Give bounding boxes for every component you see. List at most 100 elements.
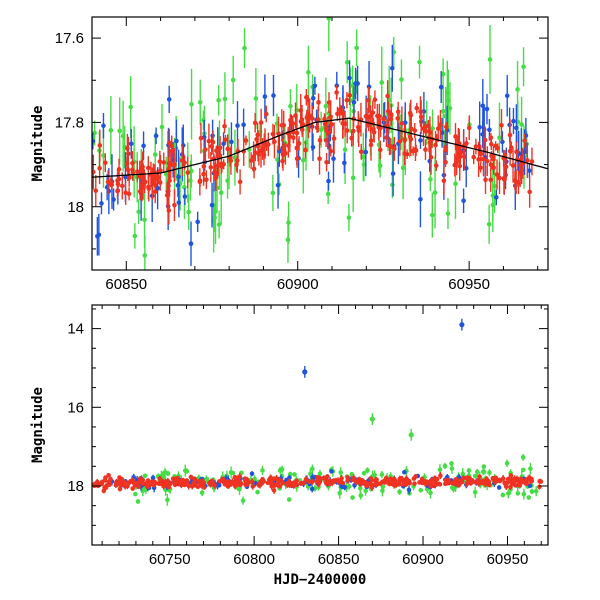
data-point [115, 181, 121, 187]
data-point [471, 154, 477, 160]
data-point [504, 461, 510, 466]
data-point [488, 162, 494, 168]
data-point [185, 170, 191, 175]
data-point [130, 486, 136, 491]
data-point [461, 198, 466, 204]
data-point [263, 111, 269, 117]
data-point [124, 161, 130, 166]
data-point [193, 477, 198, 482]
data-point [483, 177, 488, 183]
series-red [92, 472, 544, 494]
data-point [146, 186, 152, 191]
data-point [235, 123, 240, 128]
data-point [128, 141, 134, 147]
data-point [103, 475, 108, 481]
data-point [418, 196, 423, 202]
data-point [487, 57, 493, 62]
data-point [363, 149, 369, 155]
data-point [372, 97, 378, 102]
data-point [169, 148, 174, 154]
data-point [296, 141, 302, 146]
data-point [234, 162, 239, 168]
data-point [317, 471, 323, 477]
data-point [354, 479, 359, 485]
data-point [166, 160, 172, 166]
data-point [477, 474, 482, 479]
data-point [453, 181, 458, 187]
plot-area [92, 318, 544, 506]
data-point [323, 138, 329, 143]
plot-area [92, 17, 548, 270]
x-axis-label: HJD−2400000 [274, 572, 367, 588]
data-point [390, 182, 395, 188]
data-point [517, 483, 523, 488]
data-point [529, 478, 535, 484]
data-point [334, 90, 339, 95]
data-point [404, 477, 410, 482]
y-tick-label: 17.6 [55, 30, 84, 47]
data-point [213, 175, 219, 181]
data-point [506, 491, 511, 496]
data-point [224, 481, 230, 486]
data-point [222, 96, 228, 102]
data-point [266, 142, 271, 147]
data-point [400, 165, 406, 171]
data-point [223, 137, 228, 143]
data-point [490, 202, 496, 208]
data-point [144, 482, 150, 487]
data-point [132, 233, 138, 239]
data-point [413, 474, 419, 479]
data-point [200, 478, 205, 484]
data-point [317, 478, 323, 484]
data-point [324, 159, 329, 165]
y-axis-label: Magnitude [30, 106, 46, 182]
data-point [529, 159, 535, 164]
data-point [463, 165, 469, 171]
data-point [433, 476, 438, 482]
data-point [347, 93, 352, 98]
data-point [294, 130, 300, 136]
data-point [394, 482, 399, 487]
data-point [438, 122, 443, 128]
data-point [484, 158, 490, 164]
data-point [494, 195, 499, 200]
data-point [188, 241, 194, 246]
data-point [389, 65, 395, 71]
data-point [331, 479, 337, 484]
data-point [308, 471, 313, 477]
data-point [361, 480, 367, 486]
data-point [335, 111, 340, 117]
data-point [201, 485, 207, 490]
data-point [228, 470, 234, 475]
x-tick-label: 60900 [277, 276, 319, 293]
data-point [222, 123, 227, 129]
data-point [494, 172, 500, 177]
data-point [133, 491, 138, 497]
data-point [277, 478, 282, 483]
data-point [329, 121, 334, 127]
data-point [92, 138, 96, 144]
data-point [152, 480, 158, 486]
data-point [175, 183, 181, 188]
data-point [165, 497, 170, 503]
data-point [203, 147, 208, 152]
data-point [123, 174, 128, 180]
data-point [303, 147, 308, 153]
data-point [135, 499, 141, 504]
data-point [136, 481, 141, 486]
data-point [102, 160, 108, 166]
data-point [344, 97, 350, 103]
data-point [446, 98, 451, 104]
data-point [106, 473, 111, 478]
data-point [345, 474, 350, 480]
data-point [329, 469, 334, 474]
data-point [217, 145, 223, 151]
data-point [385, 93, 390, 99]
data-point [277, 468, 283, 473]
data-point [150, 475, 156, 481]
data-point [478, 165, 483, 171]
axes-frame [91, 304, 549, 546]
data-point [195, 219, 200, 225]
data-point [520, 455, 526, 460]
data-point [166, 484, 172, 490]
